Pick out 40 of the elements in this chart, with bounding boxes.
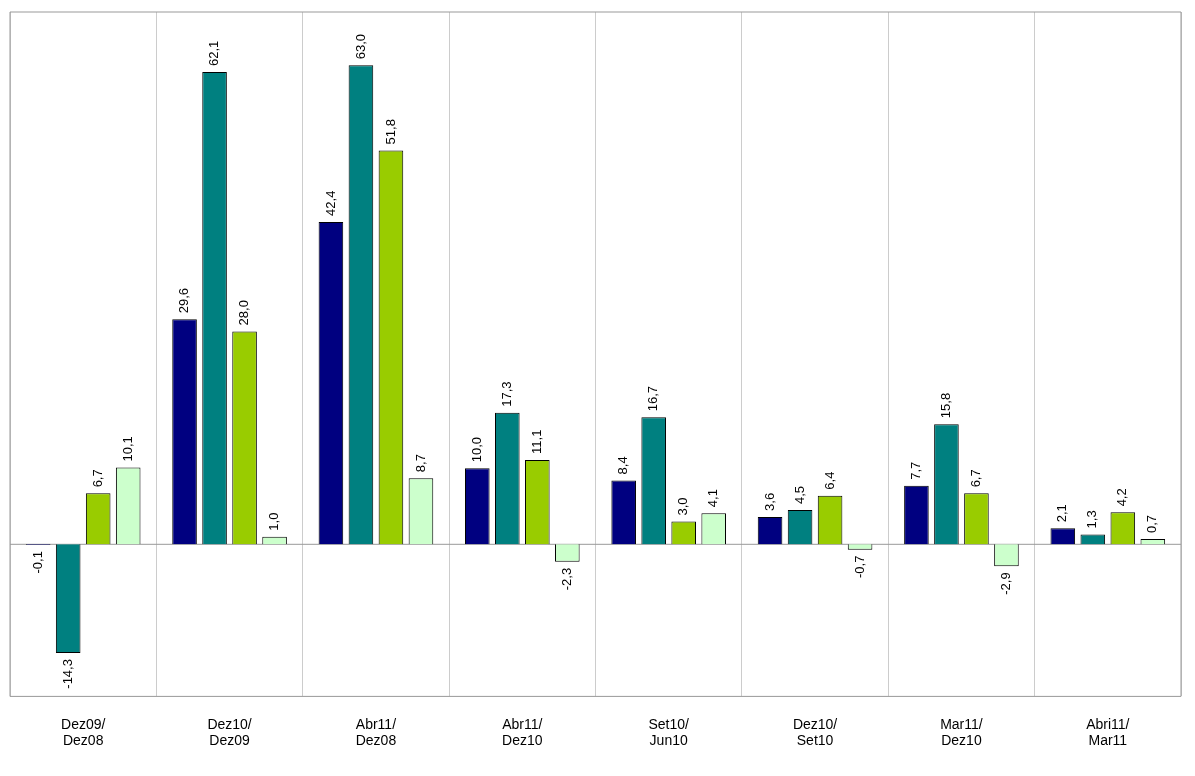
data-label: 28,0 [236,300,252,326]
x-tick-label: Abr11/Dez08 [355,715,397,749]
x-tick-label: Dez09/Dez08 [61,715,106,749]
data-label: 42,4 [322,190,338,216]
data-label: 10,0 [468,436,484,463]
data-label: 10,1 [119,436,135,462]
data-label: 6,7 [89,469,105,488]
data-label: 4,5 [791,486,807,505]
data-label: 15,8 [938,392,954,419]
data-label: -0,7 [851,555,867,579]
x-tick-label: Abri11/Mar11 [1086,715,1130,749]
data-label: 3,0 [675,497,691,516]
x-tick-label: Set10/Jun10 [648,715,690,749]
data-label: 62,1 [206,40,222,67]
data-label: 6,4 [821,471,837,490]
data-label: -14,3 [59,659,75,689]
data-label: 4,1 [705,489,721,508]
data-label: 0,7 [1144,514,1160,533]
data-label: 17,3 [498,381,514,407]
data-label: 2,1 [1054,504,1070,523]
data-label: 11,1 [528,429,544,454]
data-label: 6,7 [968,469,984,488]
data-label: 8,7 [412,454,428,473]
data-label: 1,0 [266,512,282,531]
x-tick-label: Dez10/Set10 [792,715,838,749]
data-label: 3,6 [761,492,777,511]
data-label: -2,9 [998,572,1014,595]
data-label: 1,3 [1084,510,1100,529]
data-label: 16,7 [645,386,661,412]
data-label: -0,1 [29,551,45,574]
data-label: 63,0 [352,33,368,60]
data-label: 8,4 [615,456,631,475]
data-label: 7,7 [908,461,924,480]
data-label: 29,6 [176,287,192,314]
x-tick-label: Abr11/Dez10 [502,715,543,749]
x-tick-label: Mar11/Dez10 [940,715,983,749]
data-label: -2,3 [558,567,574,591]
data-label: 51,8 [382,119,398,145]
x-tick-label: Dez10/Dez09 [207,715,252,749]
data-label: 4,2 [1114,488,1130,507]
